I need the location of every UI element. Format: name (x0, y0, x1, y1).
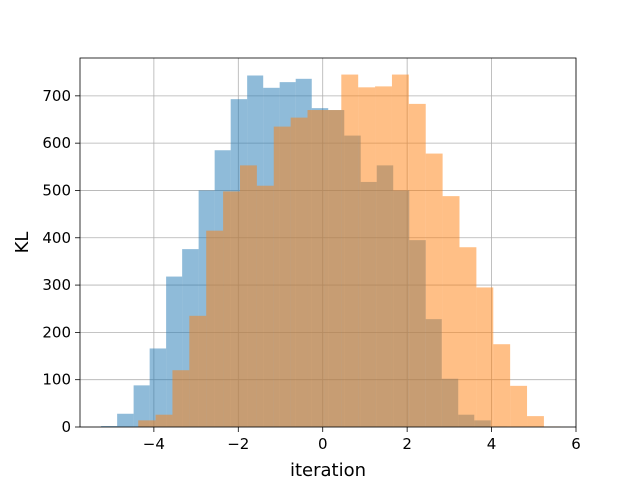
histogram-bar (138, 420, 156, 427)
y-tick-label: 600 (42, 134, 71, 152)
histogram-bar (101, 426, 118, 427)
histogram-bar (307, 110, 325, 428)
y-tick-label: 500 (42, 181, 71, 199)
histogram-bar (206, 230, 224, 427)
ticks-layer: −4 −2 0 2 4 6 0 100 200 300 400 500 600 700 (42, 87, 580, 453)
histogram-bar (133, 385, 150, 427)
histogram-bar (256, 185, 274, 427)
y-tick-label: 0 (61, 418, 71, 436)
histogram-bar (493, 344, 511, 427)
histogram-bar (459, 247, 477, 427)
histogram-bar (425, 153, 443, 428)
y-axis-title: KL (12, 232, 33, 254)
x-axis-title: iteration (290, 460, 366, 480)
x-tick-label: 4 (487, 435, 497, 453)
x-tick-label: 2 (402, 435, 412, 453)
plot-frame (79, 57, 577, 428)
histogram-bar (117, 413, 134, 427)
histogram-bar (375, 86, 392, 427)
y-tick-label: 200 (42, 323, 71, 341)
histogram-bar (442, 196, 460, 427)
x-tick-label: 0 (318, 435, 328, 453)
histogram-bar (527, 416, 544, 427)
histogram-bar (476, 287, 494, 427)
histogram-bar (358, 87, 376, 427)
histogram-bar (149, 348, 167, 427)
histogram-bar (324, 110, 342, 428)
histogram-bar (408, 103, 426, 427)
y-tick-label: 300 (42, 276, 71, 294)
histogram-bar (290, 117, 308, 427)
histogram-bar (223, 191, 240, 427)
histogram-bar (239, 165, 257, 427)
histogram-bar (510, 385, 528, 427)
x-tick-label: −2 (227, 435, 249, 453)
histogram-bar (273, 126, 291, 427)
histogram-bar (189, 315, 207, 427)
x-tick-label: −4 (143, 435, 165, 453)
y-tick-label: 700 (42, 87, 71, 105)
y-tick-label: 400 (42, 229, 71, 247)
bars-layer (101, 74, 561, 428)
x-tick-label: 6 (571, 435, 581, 453)
series-1 (138, 74, 561, 428)
histogram-bar (341, 74, 359, 428)
histogram-bar (172, 370, 190, 427)
histogram-bar (155, 414, 173, 427)
y-tick-label: 100 (42, 371, 71, 389)
plot-border (79, 57, 577, 428)
histogram-bar (391, 74, 409, 428)
